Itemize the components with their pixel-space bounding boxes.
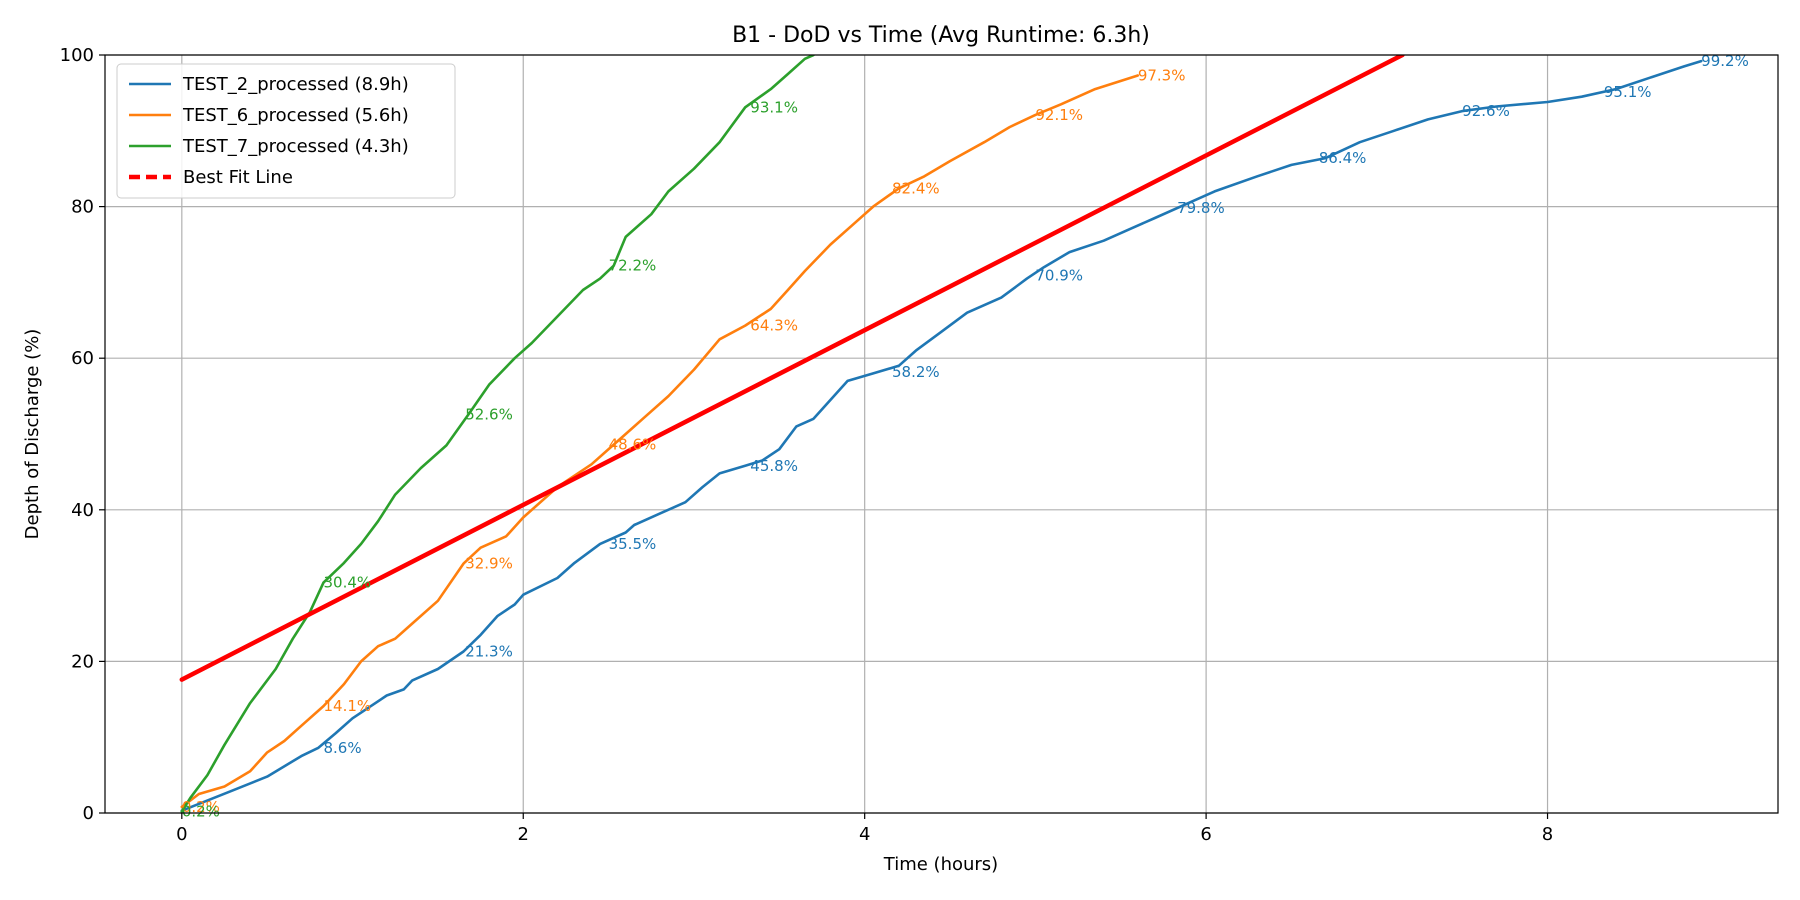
- data-label: 0.2%: [182, 802, 220, 820]
- legend-label: TEST_2_processed (8.9h): [182, 74, 409, 95]
- data-label: 99.2%: [1701, 52, 1749, 70]
- data-label: 79.8%: [1177, 199, 1225, 217]
- data-label: 97.3%: [1138, 66, 1186, 84]
- data-label: 58.2%: [892, 363, 940, 381]
- x-axis-label: Time (hours): [883, 854, 998, 875]
- data-label: 8.6%: [324, 739, 362, 757]
- annotation-layer: 8.6% 21.3% 35.5% 45.8% 58.2% 70.9% 79.8% 86.4% 9…: [182, 52, 1749, 820]
- x-tick-label: 2: [518, 824, 529, 845]
- x-tick-label: 8: [1542, 824, 1553, 845]
- y-tick-label: 0: [83, 803, 94, 824]
- y-axis-label: Depth of Discharge (%): [22, 329, 43, 540]
- series-line-1: [180, 74, 1140, 809]
- legend-label: Best Fit Line: [183, 167, 293, 188]
- data-label: 86.4%: [1319, 149, 1367, 167]
- data-label: 32.9%: [465, 555, 513, 573]
- data-label: 52.6%: [465, 405, 513, 423]
- legend-label: TEST_6_processed (5.6h): [182, 105, 409, 126]
- data-label: 48.6%: [609, 436, 657, 454]
- data-label: 95.1%: [1604, 83, 1652, 101]
- series-line-3: [179, 55, 1405, 682]
- data-label: 72.2%: [609, 257, 657, 275]
- data-label: 92.1%: [1035, 106, 1083, 124]
- data-label: 82.4%: [892, 179, 940, 197]
- chart-title: B1 - DoD vs Time (Avg Runtime: 6.3h): [732, 23, 1150, 48]
- data-label: 14.1%: [324, 697, 372, 715]
- series-line-0: [180, 59, 1703, 813]
- legend-label: TEST_7_processed (4.3h): [182, 136, 409, 157]
- y-tick-label: 100: [60, 45, 94, 66]
- legend: TEST_2_processed (8.9h) TEST_6_processed …: [116, 63, 456, 199]
- data-label: 35.5%: [609, 535, 657, 553]
- data-label: 30.4%: [324, 574, 372, 592]
- x-tick-label: 4: [859, 824, 870, 845]
- legend-box: [116, 63, 456, 199]
- data-label: 93.1%: [750, 98, 798, 116]
- x-tick-label: 6: [1200, 824, 1211, 845]
- y-tick-label: 60: [71, 348, 94, 369]
- data-label: 45.8%: [750, 457, 798, 475]
- y-tick-label: 80: [71, 197, 94, 218]
- x-tick-label: 0: [176, 824, 187, 845]
- y-tick-label: 40: [71, 500, 94, 521]
- data-label: 64.3%: [750, 317, 798, 335]
- data-label: 0.2%: [182, 798, 220, 816]
- data-label: 70.9%: [1035, 267, 1083, 285]
- series-layer: [179, 55, 1703, 813]
- data-label: 21.3%: [465, 643, 513, 661]
- series-line-2: [180, 55, 815, 813]
- plot-frame: [104, 54, 1779, 814]
- data-label: 92.6%: [1462, 102, 1510, 120]
- y-tick-label: 20: [71, 651, 94, 672]
